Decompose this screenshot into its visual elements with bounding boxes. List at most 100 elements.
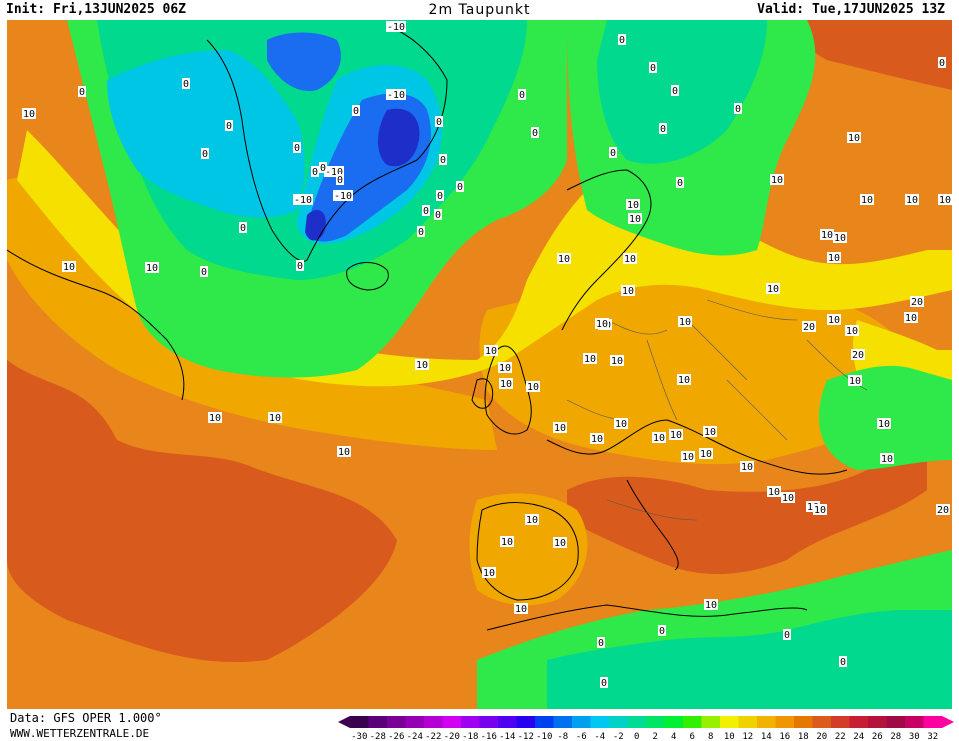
coast-greenland (206, 29, 448, 262)
contour-label: 0 (456, 181, 464, 193)
contour-label-text: 20 (937, 505, 949, 516)
contour-label: 10 (514, 603, 528, 615)
contour-label: 10 (770, 174, 784, 186)
contour-label: 0 (600, 677, 608, 689)
contour-label-text: -10 (334, 191, 352, 202)
contour-label: -10 (333, 190, 353, 202)
colorbar-swatch (794, 716, 813, 728)
contour-label: 10 (500, 536, 514, 548)
contour-label: 0 (182, 78, 190, 90)
contour-label: 0 (609, 147, 617, 159)
colorbar-tick-label: -14 (499, 732, 515, 741)
contour-label-text: 10 (558, 254, 570, 265)
coastlines (7, 29, 848, 631)
colorbar-tick-label: -30 (351, 732, 367, 741)
coast-canada (7, 249, 185, 401)
colorbar-tick-label: 32 (927, 732, 938, 741)
colorbar-swatch (590, 716, 609, 728)
contour-label-text: 10 (627, 200, 639, 211)
contour-label-text: 10 (499, 363, 511, 374)
contour-label: 0 (439, 154, 447, 166)
contour-label: -10 (386, 89, 406, 101)
contour-label: 0 (417, 226, 425, 238)
contour-label: 10 (681, 451, 695, 463)
contour-label-text: 10 (526, 515, 538, 526)
field-5-caspian (818, 365, 952, 470)
contour-label: 0 (200, 266, 208, 278)
contour-label: 10 (905, 194, 919, 206)
contour-label: 0 (839, 656, 847, 668)
contour-label-text: 10 (209, 413, 221, 424)
colorbar-min-arrow (338, 716, 350, 728)
contour-label-text: 0 (312, 167, 318, 178)
contour-label: 10 (526, 381, 540, 393)
contour-label: 10 (590, 433, 604, 445)
contour-label: 10 (880, 453, 894, 465)
colorbar-tick-label: -18 (462, 732, 478, 741)
contour-label: 0 (336, 174, 344, 186)
field-20-west (7, 360, 397, 662)
contour-label: 10 (268, 412, 282, 424)
contour-label-text: -10 (325, 167, 343, 178)
contour-label-text: 10 (771, 175, 783, 186)
header: Init: Fri,13JUN2025 06Z 2m Taupunkt Vali… (0, 0, 959, 20)
contour-label: 0 (422, 205, 430, 217)
colorbar-tick-label: -8 (557, 732, 568, 741)
contour-label-text: 0 (353, 106, 359, 117)
contour-label: 0 (435, 116, 443, 128)
contour-label-text: 0 (660, 124, 666, 135)
contour-label: 20 (851, 349, 865, 361)
colorbar-max-arrow (942, 716, 954, 728)
contour-label-text: 0 (619, 35, 625, 46)
colorbar-swatch (368, 716, 387, 728)
contour-label: 0 (201, 148, 209, 160)
contour-label-text: 10 (591, 434, 603, 445)
contour-label-text: 10 (704, 427, 716, 438)
contour-label-text: 10 (670, 430, 682, 441)
coast-scandinavia (561, 169, 652, 331)
contour-label-text: 0 (437, 191, 443, 202)
contour-label-text: 0 (436, 117, 442, 128)
contour-label: 0 (293, 142, 301, 154)
colorbar-swatch (553, 716, 572, 728)
contour-label-text: 0 (659, 626, 665, 637)
contour-label: 10 (22, 108, 36, 120)
contour-label: 10 (827, 314, 841, 326)
contour-label-text: 10 (679, 317, 691, 328)
contour-label-text: 10 (629, 214, 641, 225)
contour-label-text: 0 (423, 206, 429, 217)
field-deepblue-south (305, 210, 326, 241)
contour-label-text: 10 (705, 600, 717, 611)
contour-label-text: 10 (905, 313, 917, 324)
colorbar-swatch (646, 716, 665, 728)
contour-label: 10 (628, 213, 642, 225)
contour-label: 10 (820, 229, 834, 241)
contour-label: 0 (618, 34, 626, 46)
contour-label-text: 10 (848, 133, 860, 144)
contour-label-text: 20 (911, 297, 923, 308)
contour-label: 10 (623, 253, 637, 265)
colorbar-swatch (609, 716, 628, 728)
contour-label: 10 (553, 422, 567, 434)
contour-label: 10 (553, 537, 567, 549)
contour-label: 10 (845, 325, 859, 337)
colorbar-tick-label: -26 (388, 732, 404, 741)
contour-label-text: 10 (768, 487, 780, 498)
contour-label-text: 10 (767, 284, 779, 295)
contour-label: 0 (518, 89, 526, 101)
contour-label-text: 10 (615, 419, 627, 430)
colorbar-tick-label: 24 (853, 732, 864, 741)
contour-label: 10 (833, 232, 847, 244)
contour-label-text: 10 (861, 195, 873, 206)
colorbar-tick-label: -20 (444, 732, 460, 741)
contour-label-text: 0 (598, 638, 604, 649)
contour-label: 10 (703, 426, 717, 438)
contour-label-text: 10 (554, 423, 566, 434)
contour-label-text: 0 (650, 63, 656, 74)
coast-iberia (476, 502, 579, 601)
contour-label: 10 (208, 412, 222, 424)
contour-label-text: 10 (782, 493, 794, 504)
contour-label: 10 (484, 345, 498, 357)
contour-label-text: 10 (700, 449, 712, 460)
contour-label: 0 (658, 625, 666, 637)
